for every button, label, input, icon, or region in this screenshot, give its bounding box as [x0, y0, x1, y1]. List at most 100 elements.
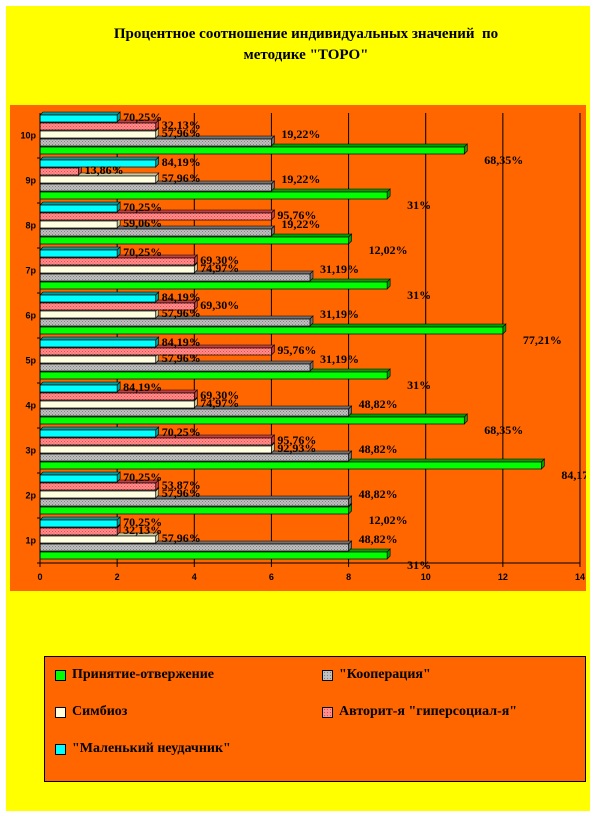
data-label-acceptance: 68,35% — [484, 423, 523, 437]
bar-cooperation — [39, 183, 272, 192]
data-label-cooperation: 19,22% — [281, 127, 320, 141]
category-label: 4р — [25, 401, 36, 411]
legend-swatch-little-loser — [55, 744, 66, 755]
data-label-acceptance: 12,02% — [369, 243, 408, 257]
legend-label-acceptance: Принятие-отвержение — [72, 667, 214, 682]
chart-title-line-1: Процентное соотношение индивидуальных зн… — [113, 26, 499, 42]
bar-top-little-loser — [39, 381, 121, 386]
data-label-little-loser: 84,19% — [162, 290, 201, 304]
data-label-little-loser: 70,25% — [123, 515, 162, 529]
bar-little-loser — [39, 204, 118, 213]
bar-authoritarian — [39, 392, 195, 401]
bar-top-little-loser — [39, 291, 160, 296]
bar-acceptance — [39, 146, 465, 155]
legend-label-authoritarian: Авторит-я "гиперсоциал-я" — [339, 704, 518, 719]
data-label-symbiosis: 57,96% — [162, 306, 201, 320]
legend-label-symbiosis: Симбиоз — [72, 704, 128, 719]
bar-acceptance — [39, 371, 388, 380]
bar-cooperation — [39, 363, 311, 372]
legend-swatch-symbiosis — [55, 707, 66, 718]
bar-acceptance — [39, 191, 388, 200]
bar-acceptance — [39, 416, 465, 425]
bar-cooperation — [39, 228, 272, 237]
bar-authoritarian — [39, 347, 272, 356]
bar-cooperation — [39, 453, 349, 462]
bar-cooperation — [39, 318, 311, 327]
data-label-little-loser: 70,25% — [162, 425, 201, 439]
data-label-acceptance: 84,17% — [561, 468, 586, 482]
bar-cooperation — [39, 498, 349, 507]
bar-symbiosis — [39, 400, 195, 409]
bar-top-little-loser — [39, 156, 160, 161]
bar-cooperation — [39, 138, 272, 147]
bar-symbiosis — [39, 445, 272, 454]
bar-little-loser — [39, 519, 118, 528]
x-tick-label-0: 0 — [37, 572, 42, 582]
category-label: 3р — [25, 446, 36, 456]
bar-acceptance — [39, 236, 349, 245]
data-label-cooperation: 48,82% — [359, 532, 398, 546]
bar-acceptance — [39, 281, 388, 290]
data-label-little-loser: 70,25% — [123, 110, 162, 124]
bar-little-loser — [39, 114, 118, 123]
data-label-acceptance: 31% — [407, 288, 431, 302]
legend-swatch-authoritarian — [322, 707, 333, 718]
bar-top-little-loser — [39, 246, 121, 251]
data-label-acceptance: 77,21% — [523, 333, 562, 347]
bar-top-little-loser — [39, 111, 121, 116]
bar-top-little-loser — [39, 336, 160, 341]
category-label: 1р — [25, 536, 36, 546]
data-label-cooperation: 48,82% — [359, 442, 398, 456]
bar-symbiosis — [39, 130, 157, 139]
x-tick-label-8: 8 — [346, 572, 351, 582]
bar-acceptance — [39, 551, 388, 560]
bar-symbiosis — [39, 310, 157, 319]
bar-symbiosis — [39, 265, 195, 274]
legend-swatch-acceptance — [55, 670, 66, 681]
data-label-authoritarian: 13,86% — [85, 163, 124, 177]
data-label-cooperation: 48,82% — [359, 397, 398, 411]
data-label-symbiosis: 57,96% — [162, 531, 201, 545]
data-label-acceptance: 31% — [407, 378, 431, 392]
data-label-authoritarian: 53,87% — [162, 478, 201, 492]
legend-label-little-loser: "Маленький неудачник" — [72, 741, 231, 756]
x-tick-label-6: 6 — [269, 572, 274, 582]
bar-symbiosis — [39, 535, 157, 544]
bar-cooperation — [39, 543, 349, 552]
category-label: 2р — [25, 491, 36, 501]
bar-authoritarian — [39, 167, 79, 176]
legend: Принятие-отвержение "Кооперация" Симбиоз… — [44, 656, 586, 782]
data-label-little-loser: 84,19% — [162, 155, 201, 169]
bar-authoritarian — [39, 527, 118, 536]
data-label-acceptance: 12,02% — [369, 513, 408, 527]
bar-little-loser — [39, 339, 157, 348]
category-label: 9р — [25, 176, 36, 186]
data-label-acceptance: 68,35% — [484, 153, 523, 167]
chart-title-line-2: методике "ТОРО" — [243, 47, 369, 63]
data-label-symbiosis: 57,96% — [162, 486, 201, 500]
bar-acceptance — [39, 461, 542, 470]
bar-chart: 0 2 4 6 8 10 12 14 1р 2р 3р 4р 5р 6р 7р 8р 9р 10р 31% 48,8… — [20, 110, 586, 582]
bar-little-loser — [39, 294, 157, 303]
category-label: 7р — [25, 266, 36, 276]
chart-title: Процентное соотношение индивидуальных зн… — [6, 24, 595, 66]
bar-authoritarian — [39, 437, 272, 446]
data-label-acceptance: 31% — [407, 558, 431, 572]
data-label-cooperation: 31,19% — [320, 262, 359, 276]
bar-little-loser — [39, 474, 118, 483]
data-label-symbiosis: 74,97% — [200, 261, 239, 275]
bar-cooperation — [39, 408, 349, 417]
category-label: 6р — [25, 311, 36, 321]
data-label-acceptance: 31% — [407, 198, 431, 212]
data-label-authoritarian: 95,76% — [277, 433, 316, 447]
data-label-authoritarian: 32,13% — [162, 118, 201, 132]
bar-authoritarian — [39, 257, 195, 266]
data-label-symbiosis: 57,96% — [162, 171, 201, 185]
bar-little-loser — [39, 249, 118, 258]
data-label-little-loser: 84,19% — [123, 380, 162, 394]
bar-top-little-loser — [39, 516, 121, 521]
bar-acceptance — [39, 326, 504, 335]
x-tick-label-4: 4 — [192, 572, 197, 582]
data-label-little-loser: 70,25% — [123, 470, 162, 484]
x-tick-label-2: 2 — [115, 572, 120, 582]
